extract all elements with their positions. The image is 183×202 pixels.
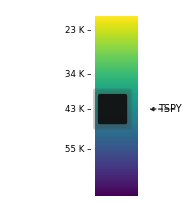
FancyBboxPatch shape bbox=[95, 90, 130, 128]
Text: 55 K –: 55 K – bbox=[65, 145, 92, 154]
Text: 23 K –: 23 K – bbox=[65, 26, 92, 35]
Text: TSPY: TSPY bbox=[158, 104, 181, 114]
FancyBboxPatch shape bbox=[93, 88, 132, 130]
FancyBboxPatch shape bbox=[98, 94, 127, 124]
Text: 43 K –: 43 K – bbox=[65, 105, 92, 114]
Text: 34 K –: 34 K – bbox=[65, 70, 92, 79]
